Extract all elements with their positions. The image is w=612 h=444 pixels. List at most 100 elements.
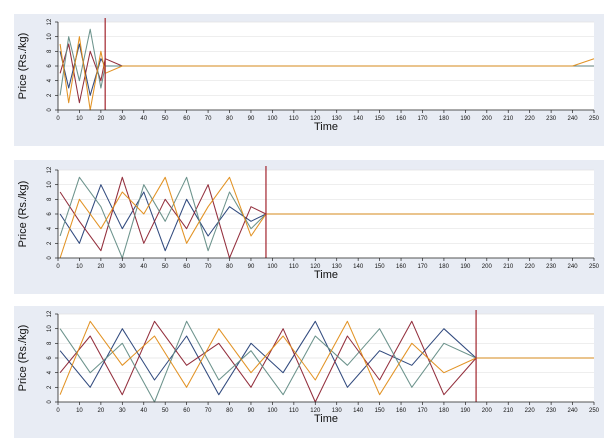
x-tick-label: 60 <box>183 264 190 270</box>
x-tick-label: 150 <box>375 264 386 270</box>
y-tick-label: 4 <box>47 78 53 82</box>
x-tick-label: 130 <box>332 408 343 414</box>
x-tick-label: 140 <box>353 408 364 414</box>
x-tick-label: 180 <box>439 408 450 414</box>
x-tick-label: 200 <box>482 408 493 414</box>
y-tick-label: 4 <box>47 226 53 230</box>
x-tick-label: 220 <box>525 116 536 122</box>
x-tick-label: 140 <box>353 264 364 270</box>
x-axis-title: Time <box>314 269 338 281</box>
x-tick-label: 70 <box>205 264 212 270</box>
x-tick-label: 20 <box>98 116 105 122</box>
x-tick-label: 130 <box>332 116 343 122</box>
x-tick-label: 190 <box>460 408 471 414</box>
x-tick-label: 240 <box>568 264 579 270</box>
x-tick-label: 60 <box>183 408 190 414</box>
y-tick-label: 4 <box>47 370 53 374</box>
y-tick-label: 0 <box>47 400 53 404</box>
x-tick-label: 50 <box>162 264 169 270</box>
y-tick-label: 8 <box>47 197 53 201</box>
y-tick-label: 8 <box>47 341 53 345</box>
x-tick-label: 250 <box>589 116 600 122</box>
y-tick-label: 6 <box>47 212 53 216</box>
x-axis-title: Time <box>314 121 338 133</box>
x-tick-label: 50 <box>162 116 169 122</box>
x-tick-label: 10 <box>76 116 83 122</box>
x-tick-label: 0 <box>56 408 60 414</box>
y-tick-label: 0 <box>47 256 53 260</box>
x-tick-label: 20 <box>98 264 105 270</box>
x-tick-label: 50 <box>162 408 169 414</box>
x-tick-label: 180 <box>439 116 450 122</box>
x-tick-label: 150 <box>375 408 386 414</box>
y-tick-label: 12 <box>47 310 53 317</box>
x-tick-label: 40 <box>140 116 147 122</box>
x-tick-label: 0 <box>56 116 60 122</box>
x-tick-label: 70 <box>205 116 212 122</box>
x-tick-label: 120 <box>310 116 321 122</box>
x-tick-label: 220 <box>525 408 536 414</box>
x-tick-label: 110 <box>289 116 299 122</box>
x-tick-label: 230 <box>546 116 557 122</box>
x-tick-label: 190 <box>460 264 471 270</box>
y-tick-label: 2 <box>47 93 53 97</box>
y-axis-title: Price (Rs./kg) <box>17 181 29 248</box>
x-tick-label: 20 <box>98 408 105 414</box>
x-tick-label: 0 <box>56 264 60 270</box>
x-tick-label: 10 <box>76 264 83 270</box>
x-tick-label: 200 <box>482 116 493 122</box>
x-tick-label: 150 <box>375 116 386 122</box>
y-tick-label: 6 <box>47 64 53 68</box>
x-tick-label: 250 <box>589 408 600 414</box>
x-tick-label: 190 <box>460 116 471 122</box>
x-tick-label: 210 <box>503 116 514 122</box>
x-tick-label: 100 <box>267 408 278 414</box>
x-tick-label: 80 <box>226 408 233 414</box>
x-tick-label: 220 <box>525 264 536 270</box>
x-tick-label: 30 <box>119 408 126 414</box>
x-tick-label: 240 <box>568 408 579 414</box>
x-tick-label: 30 <box>119 264 126 270</box>
x-tick-label: 230 <box>546 264 557 270</box>
x-tick-label: 80 <box>226 264 233 270</box>
x-tick-label: 180 <box>439 264 450 270</box>
y-axis-title: Price (Rs./kg) <box>17 325 29 392</box>
x-tick-label: 110 <box>289 264 299 270</box>
x-tick-label: 120 <box>310 408 321 414</box>
series-line-4 <box>59 320 594 396</box>
y-tick-label: 10 <box>47 325 53 332</box>
x-tick-label: 100 <box>267 116 278 122</box>
x-tick-label: 30 <box>119 116 126 122</box>
y-axis-title: Price (Rs./kg) <box>17 33 29 100</box>
x-tick-label: 120 <box>310 264 321 270</box>
x-tick-label: 100 <box>267 264 278 270</box>
y-tick-label: 8 <box>47 49 53 53</box>
x-tick-label: 210 <box>503 408 514 414</box>
x-tick-label: 240 <box>568 116 579 122</box>
series-line-4 <box>59 176 594 259</box>
y-tick-label: 10 <box>47 33 53 40</box>
x-tick-label: 60 <box>183 116 190 122</box>
y-tick-label: 2 <box>47 241 53 245</box>
x-tick-label: 140 <box>353 116 364 122</box>
x-axis-title: Time <box>314 413 338 425</box>
x-tick-label: 70 <box>205 408 212 414</box>
x-tick-label: 130 <box>332 264 343 270</box>
y-tick-label: 10 <box>47 181 53 188</box>
x-tick-label: 80 <box>226 116 233 122</box>
y-tick-label: 2 <box>47 385 53 389</box>
x-tick-label: 210 <box>503 264 514 270</box>
y-tick-label: 12 <box>47 18 53 25</box>
y-tick-label: 12 <box>47 166 53 173</box>
x-tick-label: 170 <box>417 116 428 122</box>
x-tick-label: 10 <box>76 408 83 414</box>
y-tick-label: 0 <box>47 108 53 112</box>
x-tick-label: 40 <box>140 264 147 270</box>
y-tick-label: 6 <box>47 356 53 360</box>
x-tick-label: 160 <box>396 264 407 270</box>
x-tick-label: 250 <box>589 264 600 270</box>
